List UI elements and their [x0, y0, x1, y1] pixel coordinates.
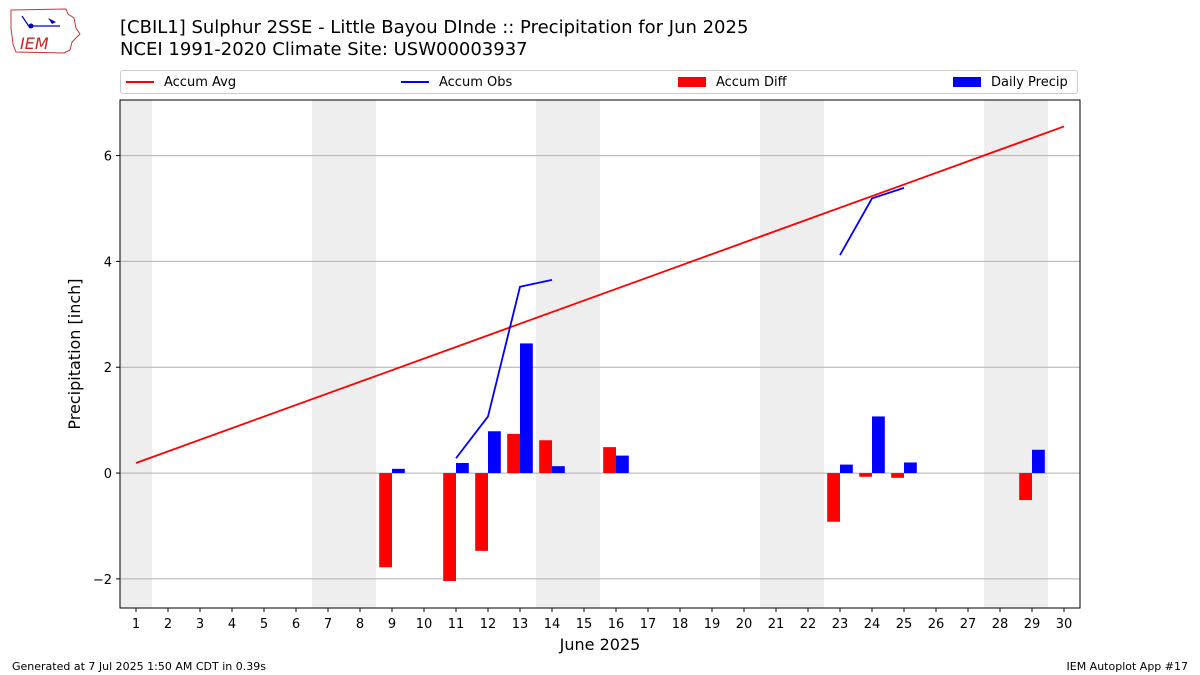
daily-precip-bar	[904, 462, 917, 474]
gridline-group	[120, 155, 1080, 580]
y-tick-label: 2	[104, 361, 112, 376]
x-tick-label: 7	[324, 617, 332, 632]
daily-precip-swatch	[953, 77, 981, 87]
accum-obs-line	[455, 279, 553, 459]
legend-label-accum-avg: Accum Avg	[164, 74, 237, 90]
x-tick-group: 1 2 3 4 5 6 7 8 9 10 11 12 13 14 15 16 17 18 19 20 21 22 23 24 2…	[132, 608, 1072, 632]
legend-item-accum-obs: Accum Obs	[401, 71, 512, 93]
y-tick-group: −2 0 2 4 6	[93, 150, 120, 588]
x-tick-label: 29	[1024, 617, 1041, 632]
x-tick-label: 22	[800, 617, 817, 632]
title-line-1: [CBIL1] Sulphur 2SSE - Little Bayou DInd…	[120, 17, 749, 38]
y-tick-label: 4	[104, 255, 112, 270]
accum-diff-bar	[603, 447, 616, 474]
weekend-shade	[120, 100, 152, 608]
x-tick-label: 14	[544, 617, 561, 632]
x-tick-label: 9	[388, 617, 396, 632]
logo-text: IEM	[20, 34, 49, 53]
weekend-shade	[760, 100, 824, 608]
accum-diff-bar	[859, 473, 872, 477]
accum-diff-bar	[443, 473, 456, 582]
legend-label-accum-obs: Accum Obs	[439, 74, 513, 90]
x-tick-label: 4	[228, 617, 236, 632]
legend: Accum Avg Accum Obs Accum Diff Daily Pre…	[120, 70, 1078, 94]
accum-obs-swatch	[401, 81, 429, 83]
x-tick-label: 3	[196, 617, 204, 632]
y-tick-label: 6	[104, 150, 112, 165]
iem-logo: IEM	[8, 6, 82, 62]
x-tick-label: 28	[992, 617, 1009, 632]
app-footer: IEM Autoplot App #17	[1066, 660, 1189, 673]
x-tick-label: 20	[736, 617, 753, 632]
accum-diff-bar	[539, 440, 552, 474]
x-tick-label: 23	[832, 617, 849, 632]
x-tick-label: 6	[292, 617, 300, 632]
x-tick-label: 21	[768, 617, 785, 632]
generated-footer: Generated at 7 Jul 2025 1:50 AM CDT in 0…	[12, 660, 266, 673]
legend-label-accum-diff: Accum Diff	[716, 74, 787, 90]
accum-diff-bar	[827, 473, 840, 522]
accum-diff-bar	[475, 473, 488, 551]
x-tick-label: 18	[672, 617, 689, 632]
y-tick-label: 0	[104, 467, 112, 482]
daily-precip-bar	[616, 455, 629, 474]
y-tick-label: −2	[93, 573, 112, 588]
x-tick-label: 26	[928, 617, 945, 632]
accum-diff-bar	[379, 473, 392, 568]
accum-avg-swatch	[126, 81, 154, 83]
weekend-shade	[312, 100, 376, 608]
x-tick-label: 25	[896, 617, 913, 632]
x-tick-label: 16	[608, 617, 625, 632]
daily-precip-bar	[520, 343, 533, 474]
x-tick-label: 19	[704, 617, 721, 632]
accum-obs-line	[839, 186, 905, 256]
weekend-shade	[984, 100, 1048, 608]
weekend-shade	[536, 100, 600, 608]
daily-precip-bar	[456, 463, 469, 474]
y-axis-label: Precipitation [inch]	[65, 278, 84, 429]
daily-precip-bar	[392, 468, 405, 474]
x-tick-label: 5	[260, 617, 268, 632]
daily-precip-bar	[840, 464, 853, 474]
legend-item-accum-diff: Accum Diff	[678, 71, 787, 93]
x-tick-label: 24	[864, 617, 881, 632]
daily-precip-bar	[872, 416, 885, 474]
x-axis-label: June 2025	[559, 635, 641, 654]
x-tick-label: 2	[164, 617, 172, 632]
legend-label-daily-precip: Daily Precip	[991, 74, 1068, 90]
legend-item-daily-precip: Daily Precip	[953, 71, 1068, 93]
x-tick-label: 15	[576, 617, 593, 632]
weekend-shading-group	[120, 100, 1048, 608]
accum-diff-swatch	[678, 77, 706, 87]
x-tick-label: 1	[132, 617, 140, 632]
x-tick-label: 30	[1056, 617, 1073, 632]
daily-precip-bar	[1032, 449, 1045, 474]
line-group	[135, 125, 1065, 464]
x-tick-label: 12	[480, 617, 497, 632]
accum-diff-bar	[1019, 473, 1032, 501]
title-line-2: NCEI 1991-2020 Climate Site: USW00003937	[120, 39, 528, 60]
bar-group	[379, 343, 1045, 582]
daily-precip-bar	[488, 431, 501, 474]
daily-precip-bar	[552, 466, 565, 474]
x-tick-label: 8	[356, 617, 364, 632]
chart-title: [CBIL1] Sulphur 2SSE - Little Bayou DInd…	[120, 17, 748, 61]
legend-item-accum-avg: Accum Avg	[126, 71, 236, 93]
x-tick-label: 17	[640, 617, 657, 632]
x-tick-label: 10	[416, 617, 433, 632]
plot-frame	[119, 99, 1081, 609]
x-tick-label: 13	[512, 617, 529, 632]
x-tick-label: 11	[448, 617, 465, 632]
accum-avg-line	[135, 125, 1065, 464]
accum-diff-bar	[891, 473, 904, 478]
accum-diff-bar	[507, 433, 520, 474]
iowa-map-icon: IEM	[10, 8, 81, 54]
x-tick-label: 27	[960, 617, 977, 632]
